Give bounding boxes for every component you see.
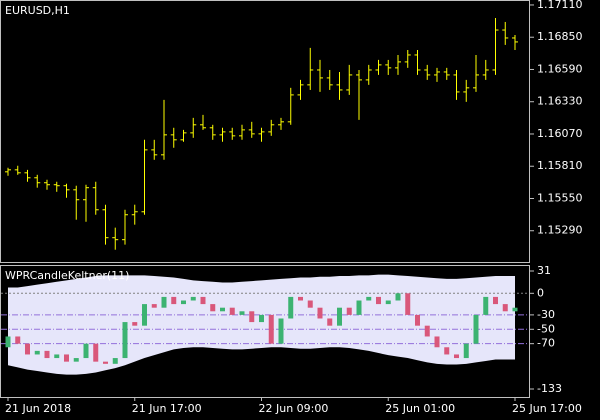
candle-body bbox=[278, 318, 284, 344]
candle-body bbox=[512, 307, 518, 312]
candle-body bbox=[288, 296, 294, 319]
candle-body bbox=[54, 354, 60, 359]
candle-body bbox=[259, 314, 264, 323]
candle-body bbox=[171, 296, 177, 305]
candle-body bbox=[268, 314, 274, 344]
candle-body bbox=[405, 293, 411, 315]
y-tick-label: 1.16590 bbox=[537, 62, 583, 75]
candle-body bbox=[473, 314, 479, 344]
candle-body bbox=[73, 358, 79, 362]
price-panel-frame bbox=[0, 0, 530, 263]
candle-body bbox=[25, 343, 30, 355]
candle-body bbox=[210, 304, 216, 312]
candle-body bbox=[220, 307, 225, 312]
candle-body bbox=[200, 296, 206, 305]
candle-body bbox=[395, 293, 401, 301]
candle-body bbox=[122, 322, 128, 359]
y-tick-label: 1.16850 bbox=[537, 30, 583, 43]
candle-body bbox=[424, 325, 430, 337]
y-tick-label: 1.15810 bbox=[537, 159, 583, 172]
y-tick-label: -133 bbox=[537, 382, 562, 395]
candle-body bbox=[307, 300, 313, 308]
y-tick-label: -70 bbox=[537, 337, 555, 350]
candle-body bbox=[64, 354, 69, 362]
candle-body bbox=[44, 350, 50, 359]
candle-body bbox=[103, 361, 108, 364]
candle-body bbox=[161, 296, 167, 308]
candle-body bbox=[229, 307, 235, 315]
candle-body bbox=[502, 304, 508, 312]
y-tick-label: 1.16330 bbox=[537, 95, 583, 108]
candle-body bbox=[5, 336, 11, 348]
candle-body bbox=[93, 343, 99, 362]
chart-title: EURUSD,H1 bbox=[5, 4, 70, 17]
y-tick-label: -30 bbox=[537, 308, 555, 321]
candle-body bbox=[317, 307, 323, 319]
x-tick-label: 22 Jun 09:00 bbox=[259, 402, 329, 415]
candle-body bbox=[356, 300, 362, 315]
x-tick-label: 25 Jun 17:00 bbox=[512, 402, 582, 415]
indicator-title: WPRCandleKeltner(11) bbox=[5, 269, 129, 282]
candle-body bbox=[181, 300, 186, 305]
x-tick-label: 25 Jun 01:00 bbox=[385, 402, 455, 415]
x-tick-label: 21 Jun 17:00 bbox=[132, 402, 202, 415]
candle-body bbox=[415, 314, 420, 326]
candle-body bbox=[83, 343, 89, 359]
candle-body bbox=[366, 296, 372, 301]
y-tick-label: 31 bbox=[537, 264, 551, 277]
candle-body bbox=[239, 311, 245, 315]
candle-body bbox=[142, 304, 147, 326]
candle-body bbox=[483, 296, 489, 315]
candle-body bbox=[463, 343, 469, 359]
candle-body bbox=[15, 336, 21, 344]
candle-body bbox=[434, 336, 440, 348]
y-tick-label: 1.15290 bbox=[537, 224, 583, 237]
candle-body bbox=[346, 307, 352, 315]
candle-body bbox=[112, 358, 118, 364]
candle-body bbox=[132, 322, 138, 326]
candle-body bbox=[376, 296, 381, 305]
price-layer: 1.17110 1.16850 1.16590 1.16330 1.16070 1.158… bbox=[5, 0, 583, 415]
indicator-layer: 31 0 -30-50 -70 -133 bbox=[1, 264, 562, 395]
candle-body bbox=[298, 296, 303, 301]
y-tick-label: 1.17110 bbox=[537, 0, 583, 11]
candle-body bbox=[337, 307, 342, 326]
candle-body bbox=[249, 311, 255, 323]
candle-body bbox=[493, 296, 498, 305]
candle-body bbox=[151, 304, 157, 308]
candle-body bbox=[454, 354, 459, 359]
candle-body bbox=[190, 296, 196, 301]
candle-body bbox=[34, 350, 40, 355]
keltner-band bbox=[8, 274, 515, 375]
x-tick-label: 21 Jun 2018 bbox=[5, 402, 71, 415]
indicator-panel-frame bbox=[0, 265, 530, 398]
y-tick-label: 1.16070 bbox=[537, 127, 583, 140]
candle-body bbox=[327, 318, 333, 326]
candle-body bbox=[444, 347, 450, 355]
y-tick-label: 1.15550 bbox=[537, 191, 583, 204]
y-tick-label: -50 bbox=[537, 322, 555, 335]
y-tick-label: 0 bbox=[537, 286, 544, 299]
candle-body bbox=[385, 300, 391, 305]
